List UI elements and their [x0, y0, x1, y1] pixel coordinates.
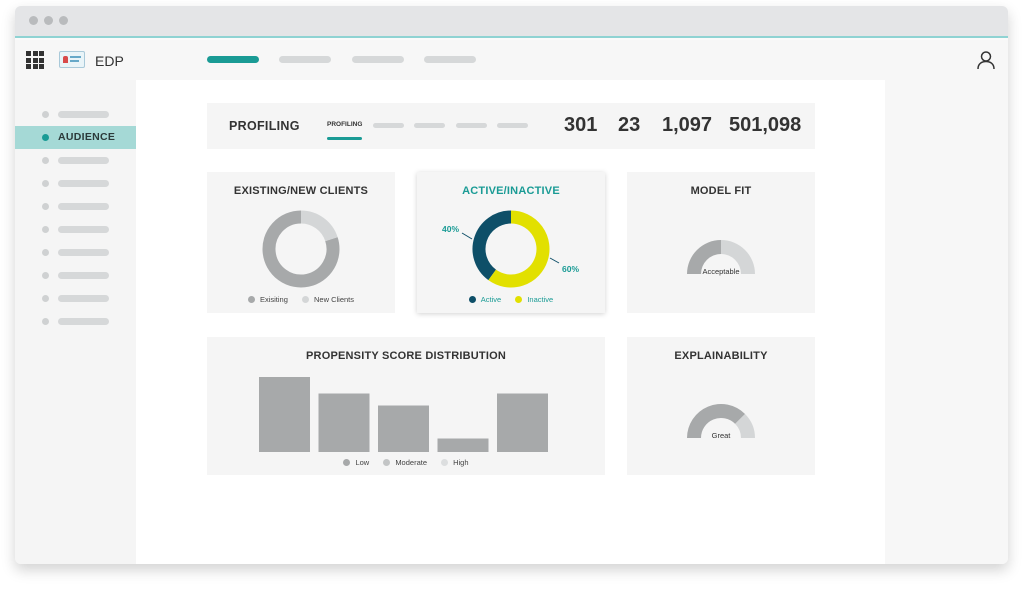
sidebar-item-8[interactable] [15, 264, 136, 286]
card-title: EXPLAINABILITY [674, 350, 768, 362]
data-label-active: 40% [442, 224, 460, 234]
bar-5 [497, 393, 548, 452]
legend-item-low: Low [343, 458, 369, 467]
donut-slice-inactive [488, 210, 550, 288]
legend-swatch [302, 296, 309, 303]
sidebar: AUDIENCE [15, 80, 136, 564]
tab-5[interactable] [497, 123, 528, 128]
legend-label: Active [480, 295, 502, 304]
id-card-logo-icon [59, 51, 85, 68]
sidebar-item-1[interactable] [15, 103, 136, 125]
sidebar-item-9[interactable] [15, 287, 136, 309]
user-profile-icon[interactable] [976, 50, 996, 70]
legend: Low Moderate High [207, 458, 605, 467]
gauge-segment-filled [687, 404, 746, 438]
active-bullet-icon [42, 134, 49, 141]
explainability-gauge [687, 404, 755, 438]
donut-slice-active [472, 210, 512, 281]
legend-label: Moderate [395, 458, 427, 467]
card-propensity-score-distribution[interactable]: PROPENSITY SCORE DISTRIBUTION Low Modera… [207, 337, 605, 475]
donut-callout-lines [461, 232, 560, 264]
gauge-segment-empty [735, 413, 755, 438]
legend-item-existing: Exisiting [247, 295, 288, 304]
nav-tab-active[interactable] [207, 56, 259, 63]
stat-value-2: 23 [618, 114, 641, 136]
stat-value-1: 301 [564, 114, 598, 136]
legend-label: Low [355, 458, 370, 467]
bar-2 [318, 393, 370, 452]
card-active-inactive[interactable]: ACTIVE/INACTIVE 40% 60% Active Inactive [417, 172, 605, 313]
bar-1 [259, 377, 310, 452]
bar-3 [378, 405, 429, 452]
donut-slice-new-clients [300, 210, 338, 242]
app-header: EDP [15, 40, 1008, 80]
legend-item-moderate: Moderate [383, 458, 427, 467]
legend: Exisiting New Clients [207, 295, 395, 304]
sidebar-item-6[interactable] [15, 218, 136, 240]
propensity-bar-chart [259, 377, 548, 452]
sidebar-item-label: AUDIENCE [58, 131, 116, 143]
gauge-segment-empty [721, 240, 755, 274]
gauge-segment-filled [687, 240, 721, 274]
donut-slice-existing [262, 210, 340, 288]
sidebar-item-4[interactable] [15, 172, 136, 194]
legend-swatch [515, 296, 523, 303]
legend-item-active: Active [468, 295, 502, 304]
existing-new-donut-chart [262, 210, 340, 288]
window-control-close[interactable] [29, 16, 38, 25]
tab-active-underline [327, 137, 362, 140]
browser-window: EDP AUDIENCE PROFILING PROFILING [15, 6, 1008, 564]
profiling-summary-bar: PROFILING PROFILING 301 23 1,097 501,098 [207, 103, 815, 149]
stat-value-4: 501,098 [729, 114, 802, 136]
legend-swatch [247, 296, 255, 303]
nav-tab-4[interactable] [424, 56, 476, 63]
tab-4[interactable] [456, 123, 487, 128]
app-name: EDP [95, 53, 124, 69]
card-existing-new-clients[interactable]: EXISTING/NEW CLIENTS Exisiting New Clien… [207, 172, 395, 313]
bar-4 [437, 438, 489, 452]
window-control-maximize[interactable] [59, 16, 68, 25]
legend-label: High [453, 458, 469, 467]
legend-label: Exisiting [259, 295, 288, 304]
legend-label: New Clients [314, 295, 355, 304]
window-control-minimize[interactable] [44, 16, 53, 25]
card-explainability[interactable]: EXPLAINABILITY Great [627, 337, 815, 475]
card-model-fit[interactable]: MODEL FIT Acceptable [627, 172, 815, 313]
card-title: ACTIVE/INACTIVE [462, 185, 560, 197]
legend-swatch [343, 459, 351, 466]
legend-label: Inactive [527, 295, 554, 304]
legend-item-inactive: Inactive [515, 295, 553, 304]
gauge-label: Acceptable [702, 267, 740, 276]
tab-2[interactable] [373, 123, 404, 128]
active-inactive-donut-chart [472, 210, 550, 288]
card-title: EXISTING/NEW CLIENTS [233, 185, 369, 197]
data-label-inactive: 60% [562, 264, 580, 274]
sidebar-item-10[interactable] [15, 310, 136, 332]
title-bar [15, 6, 1008, 38]
legend-swatch [468, 296, 476, 303]
nav-tab-2[interactable] [279, 56, 331, 63]
apps-grid-icon[interactable] [26, 51, 44, 69]
right-pane [885, 80, 1008, 564]
model-fit-gauge [687, 240, 755, 274]
legend-item-high: High [441, 458, 469, 467]
nav-tab-3[interactable] [352, 56, 404, 63]
legend-swatch [383, 459, 391, 466]
sidebar-item-audience[interactable]: AUDIENCE [15, 126, 136, 149]
sidebar-item-7[interactable] [15, 241, 136, 263]
tab-profiling[interactable]: PROFILING [327, 121, 363, 128]
legend-swatch [441, 459, 449, 466]
profiling-title: PROFILING [229, 119, 300, 133]
legend-item-new: New Clients [302, 295, 354, 304]
sidebar-item-5[interactable] [15, 195, 136, 217]
gauge-label: Great [711, 431, 731, 440]
card-title: MODEL FIT [690, 185, 752, 197]
main-content [136, 80, 885, 564]
stat-value-3: 1,097 [662, 114, 713, 136]
tab-3[interactable] [414, 123, 445, 128]
card-title: PROPENSITY SCORE DISTRIBUTION [306, 350, 506, 362]
legend: Active Inactive [417, 295, 605, 304]
sidebar-item-3[interactable] [15, 149, 136, 171]
